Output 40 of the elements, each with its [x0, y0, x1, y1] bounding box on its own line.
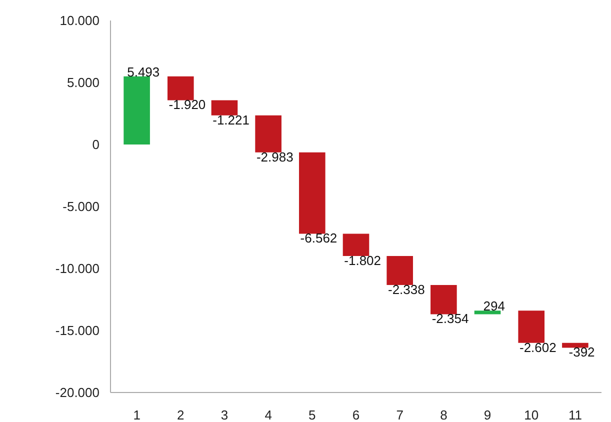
bar [124, 76, 150, 144]
x-tick-label: 7 [396, 408, 404, 422]
bar [255, 115, 282, 152]
x-tick-label: 9 [484, 408, 492, 422]
data-label: 5.493 [127, 64, 160, 80]
bar [299, 152, 326, 234]
bar [430, 285, 457, 314]
bar [211, 100, 238, 116]
x-tick-label: 11 [568, 408, 582, 422]
data-label: 294 [483, 298, 505, 314]
data-label: -1.802 [344, 253, 382, 268]
y-tick-label: -15.000 [55, 323, 100, 338]
data-label: -1.221 [212, 112, 250, 128]
x-tick-label: 4 [264, 408, 272, 422]
data-label: -2.338 [388, 282, 425, 298]
bar [562, 342, 588, 348]
bar [474, 310, 501, 314]
bar [342, 234, 370, 256]
data-label: -1.920 [168, 97, 206, 112]
x-tick-label: 3 [220, 408, 228, 422]
bar [386, 256, 413, 286]
y-tick-label: -5.000 [62, 199, 100, 214]
data-label: -2.602 [520, 340, 556, 355]
x-tick-label: 2 [177, 408, 184, 422]
x-tick-label: 5 [308, 408, 316, 422]
y-tick-label: 0 [92, 137, 100, 152]
bar [167, 76, 194, 100]
data-label: -2.983 [256, 149, 294, 164]
bar [518, 310, 545, 343]
y-tick-label: 10.000 [60, 13, 100, 28]
x-tick-label: 8 [440, 408, 448, 422]
data-label: -2.354 [432, 311, 469, 326]
x-tick-label: 10 [524, 408, 539, 422]
data-label: -392 [568, 344, 595, 360]
y-tick-label: -20.000 [55, 385, 100, 400]
x-tick-label: 1 [133, 408, 140, 422]
data-label: -6.562 [300, 230, 338, 246]
y-tick-label: 5.000 [66, 75, 100, 90]
y-tick-label: -10.000 [55, 261, 100, 276]
x-tick-label: 6 [352, 408, 360, 422]
